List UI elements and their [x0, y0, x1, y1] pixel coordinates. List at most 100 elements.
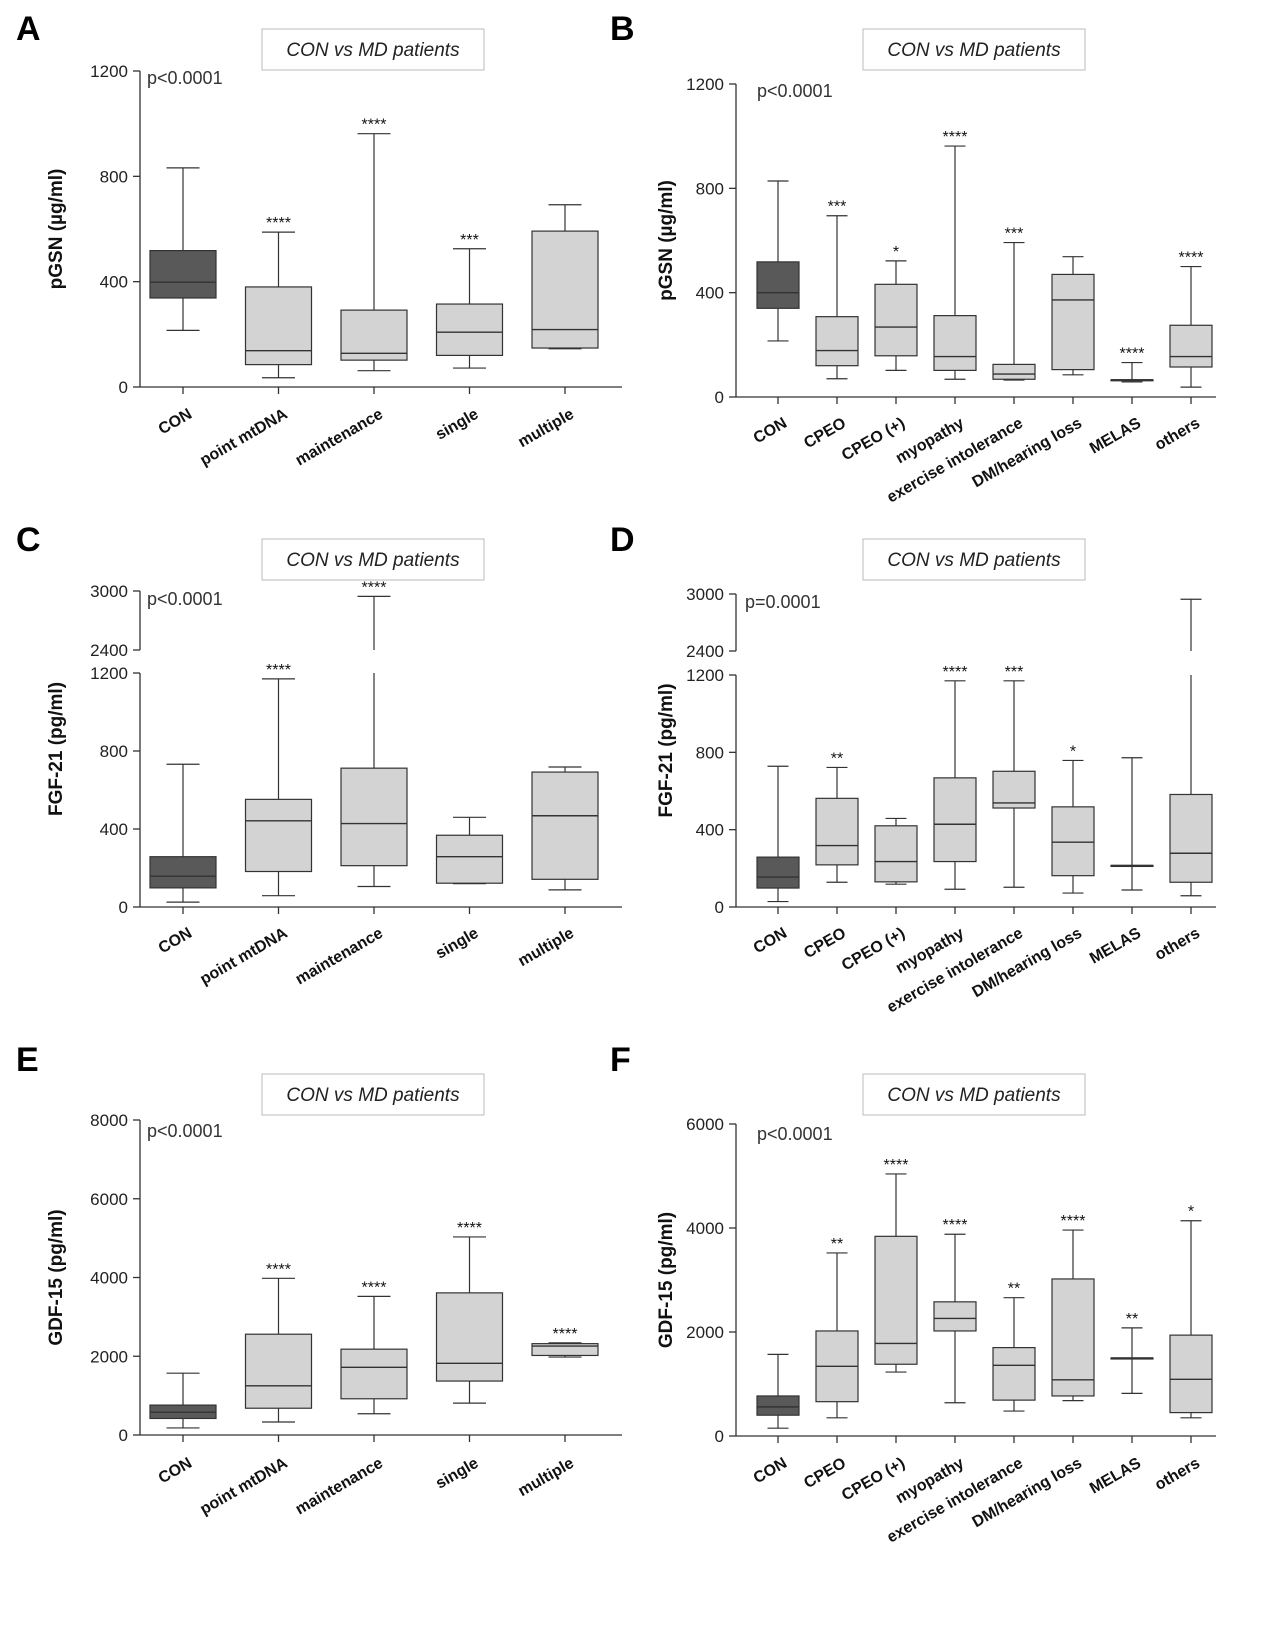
- iqr-box: [340, 309, 408, 361]
- significance-label: ****: [1120, 346, 1145, 363]
- category-label: DM/hearing loss: [969, 925, 1085, 1002]
- box-3: **** single: [433, 1220, 504, 1493]
- y-tick-label: 0: [119, 378, 128, 397]
- significance-label: ****: [457, 1220, 482, 1237]
- box-0: CON: [751, 765, 800, 958]
- category-label: CON: [751, 415, 790, 448]
- y-axis-title: FGF-21 (pg/ml): [46, 682, 67, 816]
- iqr-box: [340, 1348, 408, 1400]
- iqr-box: [435, 1292, 504, 1382]
- y-tick-label: 2400: [90, 641, 128, 660]
- y-tick-label: 800: [696, 743, 724, 762]
- category-label: multiple: [515, 406, 577, 451]
- box-3: *** single: [433, 232, 504, 444]
- category-label: CPEO: [801, 415, 849, 452]
- iqr-box: [531, 230, 599, 349]
- title-box: [862, 538, 1086, 581]
- category-label: CON: [751, 1455, 790, 1488]
- p-value-label: p<0.0001: [147, 68, 223, 88]
- box-7: * others: [1152, 1204, 1213, 1494]
- iqr-box: [435, 834, 504, 884]
- p-value-label: p=0.0001: [745, 592, 821, 612]
- p-value-label: p<0.0001: [757, 1124, 833, 1144]
- panel-label: F: [610, 1041, 631, 1079]
- category-label: CPEO: [801, 925, 849, 962]
- box-6: ** MELAS: [1087, 1311, 1154, 1497]
- box-6: **** MELAS: [1087, 346, 1154, 457]
- iqr-box: [1051, 806, 1095, 877]
- significance-label: ****: [362, 117, 387, 134]
- significance-label: ****: [266, 662, 291, 679]
- panel-c: C CON vs MD patients p<0.0001 0 400 800 1200 24…: [16, 521, 622, 988]
- significance-label: ***: [1005, 226, 1024, 243]
- category-label: DM/hearing loss: [969, 415, 1085, 492]
- category-label: others: [1152, 415, 1203, 454]
- p-value-label: p<0.0001: [147, 589, 223, 609]
- iqr-box: [874, 1235, 918, 1365]
- category-label: CON: [751, 925, 790, 958]
- chart-title: CON vs MD patients: [887, 40, 1061, 61]
- chart-title: CON vs MD patients: [887, 550, 1061, 571]
- significance-label: ****: [1179, 250, 1204, 267]
- box-6: MELAS: [1087, 757, 1154, 967]
- iqr-box: [340, 767, 408, 867]
- y-axis-title: pGSN (µg/ml): [656, 180, 677, 301]
- iqr-box: [933, 1301, 977, 1332]
- y-tick-label: 6000: [90, 1190, 128, 1209]
- box-7: others: [1152, 598, 1213, 964]
- panel-d: D CON vs MD patients p=0.0001 0 400 800 1200 24…: [610, 521, 1216, 1016]
- significance-label: ***: [1005, 664, 1024, 681]
- category-label: CON: [156, 925, 195, 958]
- category-label: multiple: [515, 1455, 577, 1500]
- significance-label: ****: [1061, 1213, 1086, 1230]
- iqr-box: [149, 249, 217, 299]
- title-box: [261, 28, 485, 71]
- category-label: DM/hearing loss: [969, 1455, 1085, 1532]
- iqr-box: [149, 856, 217, 889]
- title-box: [862, 1073, 1086, 1116]
- iqr-box: [992, 770, 1036, 809]
- panel-b: B CON vs MD patients p<0.0001 0 400 800 1200 pG…: [610, 10, 1216, 506]
- iqr-box: [992, 1346, 1036, 1401]
- y-axis-title: GDF-15 (pg/ml): [656, 1212, 677, 1348]
- title-box: [261, 538, 485, 581]
- category-label: single: [433, 406, 482, 444]
- iqr-box: [531, 1343, 599, 1357]
- iqr-box: [1169, 1334, 1213, 1414]
- iqr-box: [244, 1333, 313, 1409]
- box-2: **** maintenance: [293, 579, 408, 988]
- iqr-box: [933, 315, 977, 371]
- chart-title: CON vs MD patients: [286, 40, 460, 61]
- iqr-box: [244, 286, 313, 366]
- box-1: **** point mtDNA: [197, 662, 313, 988]
- y-tick-label: 0: [715, 1427, 724, 1446]
- significance-label: **: [1126, 1311, 1138, 1328]
- iqr-box: [815, 316, 859, 367]
- title-box: [862, 28, 1086, 71]
- title-box: [261, 1073, 485, 1116]
- p-value-label: p<0.0001: [147, 1121, 223, 1141]
- chart-title: CON vs MD patients: [286, 550, 460, 571]
- iqr-box: [1169, 793, 1213, 883]
- y-tick-label: 400: [100, 820, 128, 839]
- y-tick-label: 800: [100, 167, 128, 186]
- y-tick-label: 0: [119, 1426, 128, 1445]
- category-label: point mtDNA: [197, 1455, 291, 1519]
- iqr-box: [244, 798, 313, 873]
- box-0: CON: [751, 1353, 800, 1488]
- significance-label: **: [831, 1236, 843, 1253]
- category-label: multiple: [515, 925, 577, 970]
- y-tick-label: 2400: [686, 642, 724, 661]
- y-tick-label: 1200: [90, 62, 128, 81]
- y-tick-label: 1200: [686, 666, 724, 685]
- box-0: CON: [149, 167, 217, 438]
- box-4: multiple: [515, 204, 599, 451]
- box-3: ****myopathy: [893, 664, 977, 977]
- iqr-box: [435, 303, 504, 356]
- y-tick-label: 0: [715, 388, 724, 407]
- iqr-box: [815, 797, 859, 866]
- box-1: ** CPEO: [801, 750, 859, 962]
- p-value-label: p<0.0001: [757, 81, 833, 101]
- significance-label: ***: [828, 199, 847, 216]
